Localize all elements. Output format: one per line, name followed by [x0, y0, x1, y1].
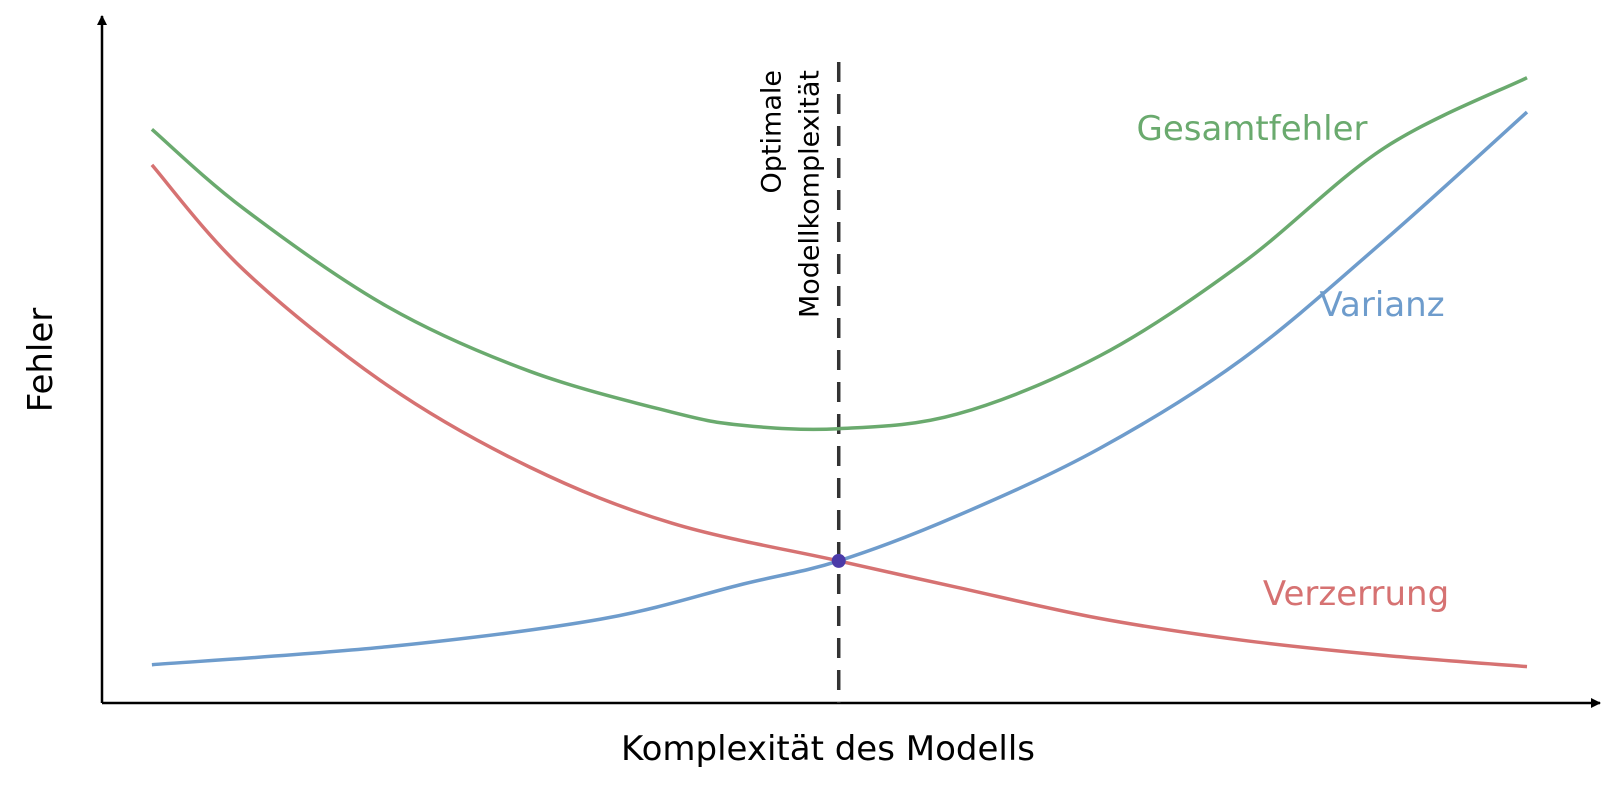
optimum-annotation: Optimale Modellkomplexität [757, 70, 826, 318]
annotation-line-1: Optimale [757, 70, 788, 193]
series-line-varianz [151, 110, 1529, 667]
y-axis-label: Fehler [21, 308, 61, 413]
annotation-line-2: Modellkomplexität [795, 70, 826, 318]
intersection-point [831, 553, 846, 568]
series-line-gesamtfehler [150, 76, 1528, 432]
series-label-varianz: Varianz [1319, 285, 1444, 325]
series-label-verzerrung: Verzerrung [1263, 574, 1449, 614]
x-axis-label: Komplexität des Modells [621, 729, 1035, 769]
series-line-verzerrung [150, 163, 1528, 669]
series-label-gesamtfehler: Gesamtfehler [1136, 109, 1367, 149]
